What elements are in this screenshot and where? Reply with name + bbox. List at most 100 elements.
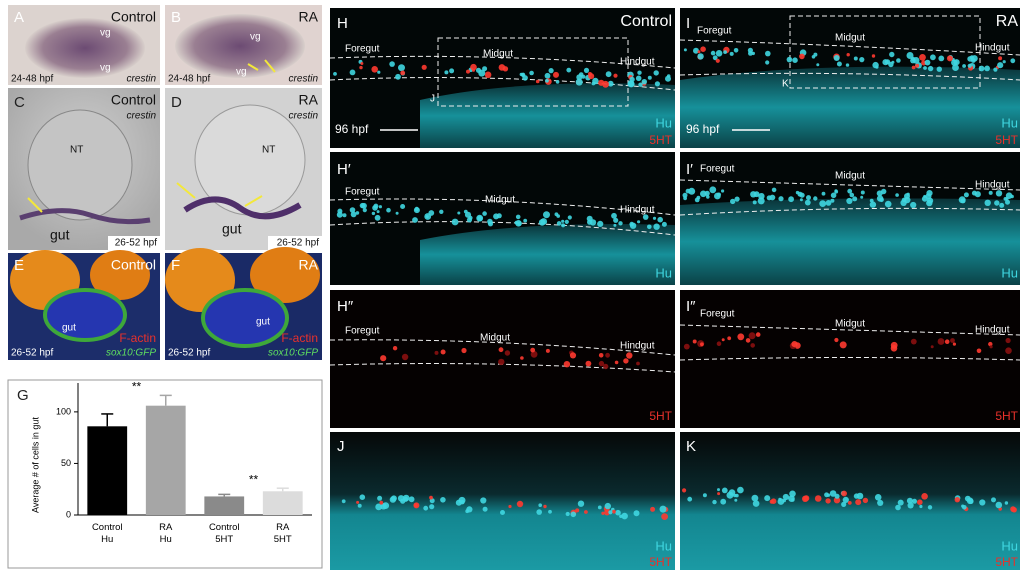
- cell: [758, 193, 764, 199]
- cell: [985, 200, 991, 206]
- cell: [684, 344, 690, 350]
- cell: [875, 66, 878, 69]
- cell: [962, 505, 967, 510]
- cell: [508, 505, 511, 508]
- cell: [792, 57, 798, 63]
- marker: Hu: [1001, 115, 1018, 130]
- cell: [398, 64, 405, 71]
- cell: [545, 73, 551, 79]
- cell: [498, 359, 504, 365]
- region: Midgut: [835, 171, 865, 182]
- cell: [848, 501, 852, 505]
- cell: [700, 191, 707, 198]
- cell: [926, 190, 932, 196]
- cell: [682, 488, 686, 492]
- cell: [923, 66, 927, 70]
- cell: [753, 200, 757, 204]
- region: Hindgut: [975, 43, 1010, 54]
- cell: [629, 77, 634, 82]
- cell: [642, 79, 647, 84]
- panel-label: E: [14, 257, 24, 274]
- cell: [360, 203, 365, 208]
- cell: [360, 62, 363, 65]
- cell: [931, 345, 934, 348]
- cell: [968, 64, 972, 68]
- cell: [716, 50, 723, 57]
- cell: [959, 196, 966, 203]
- gut: [45, 290, 125, 340]
- panel-label: H: [337, 15, 348, 32]
- cell: [422, 65, 427, 70]
- cell: [805, 200, 811, 206]
- cell: [772, 188, 777, 193]
- panel-label: H″: [337, 298, 354, 315]
- cell: [764, 495, 770, 501]
- y-tick-label: 0: [66, 509, 71, 519]
- bar: [263, 491, 303, 515]
- cell: [730, 52, 734, 56]
- cell: [911, 339, 917, 345]
- cell: [907, 52, 914, 59]
- cell: [806, 195, 811, 200]
- cell: [989, 191, 993, 195]
- cell: [400, 204, 405, 209]
- cell: [464, 210, 468, 214]
- marker: 5HT: [649, 555, 672, 569]
- cell: [979, 499, 985, 505]
- cell: [545, 79, 549, 83]
- cell: [815, 495, 822, 502]
- marker: Hu: [655, 115, 672, 130]
- cell: [1006, 338, 1011, 343]
- cell: [819, 200, 826, 207]
- cell: [548, 510, 552, 514]
- cell: [516, 215, 521, 220]
- cell: [697, 53, 703, 59]
- cell: [771, 498, 777, 504]
- cell: [788, 495, 795, 502]
- cell: [1005, 501, 1008, 504]
- region: Midgut: [835, 33, 865, 44]
- panel-label: I: [686, 15, 690, 32]
- cell: [553, 72, 559, 78]
- cell: [503, 66, 508, 71]
- cell: [480, 497, 486, 503]
- cell: [1005, 347, 1012, 354]
- cell: [637, 220, 640, 223]
- cell: [778, 196, 783, 201]
- panel-e: E Control gut F-actin sox10:GFP 26-52 hp…: [8, 250, 160, 360]
- cell: [530, 348, 535, 353]
- cell: [634, 510, 640, 516]
- cell: [540, 218, 547, 225]
- cell: [683, 193, 688, 198]
- cell: [395, 74, 401, 80]
- cell: [1003, 60, 1006, 63]
- cell: [927, 198, 933, 204]
- cell: [951, 60, 957, 66]
- cell: [342, 499, 346, 503]
- cell: [847, 53, 850, 56]
- panel-label: I′: [686, 161, 693, 178]
- cell: [482, 211, 487, 216]
- label: vg: [100, 63, 111, 74]
- cell: [860, 196, 863, 199]
- cell: [698, 50, 701, 53]
- cell: [400, 71, 405, 76]
- cell: [711, 51, 716, 56]
- panel-label: J: [337, 438, 345, 455]
- cell: [390, 496, 396, 502]
- stage: 26-52 hpf: [277, 238, 319, 249]
- label: NT: [70, 145, 83, 156]
- cell: [800, 198, 803, 201]
- cell: [379, 205, 382, 208]
- panel-label: K: [686, 438, 696, 455]
- cell: [746, 338, 751, 343]
- condition: Control: [111, 9, 156, 25]
- panel-label: I″: [686, 298, 696, 315]
- stage: 24-48 hpf: [168, 74, 210, 85]
- cell: [402, 354, 408, 360]
- cell: [885, 201, 892, 208]
- cell: [636, 362, 640, 366]
- cell: [515, 220, 522, 227]
- cell: [517, 501, 523, 507]
- cell: [523, 219, 527, 223]
